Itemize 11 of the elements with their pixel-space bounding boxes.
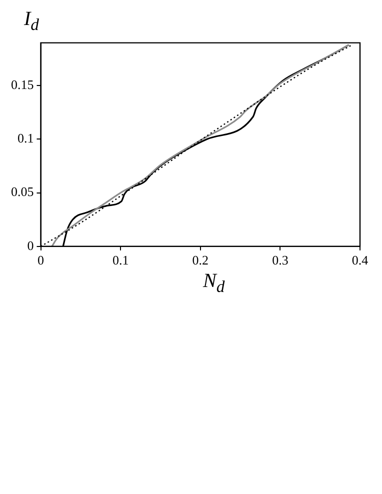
x-axis-title: N$_{d}$ xyxy=(203,270,225,297)
x-tick-label: 0 xyxy=(38,252,44,268)
y-tick-label: 0.15 xyxy=(11,77,34,92)
y-tick-label: 0.05 xyxy=(11,184,34,200)
y-tick-label: 0.1 xyxy=(18,130,34,146)
y-axis-title: I$_{d}$ xyxy=(24,8,39,35)
x-tick-label: 0.2 xyxy=(192,252,208,268)
x-tick-label: 0.3 xyxy=(272,252,288,268)
x-tick-label: 0.1 xyxy=(112,252,129,268)
y-tick-label: 0 xyxy=(27,238,34,253)
x-tick-label: 0.4 xyxy=(352,252,369,268)
